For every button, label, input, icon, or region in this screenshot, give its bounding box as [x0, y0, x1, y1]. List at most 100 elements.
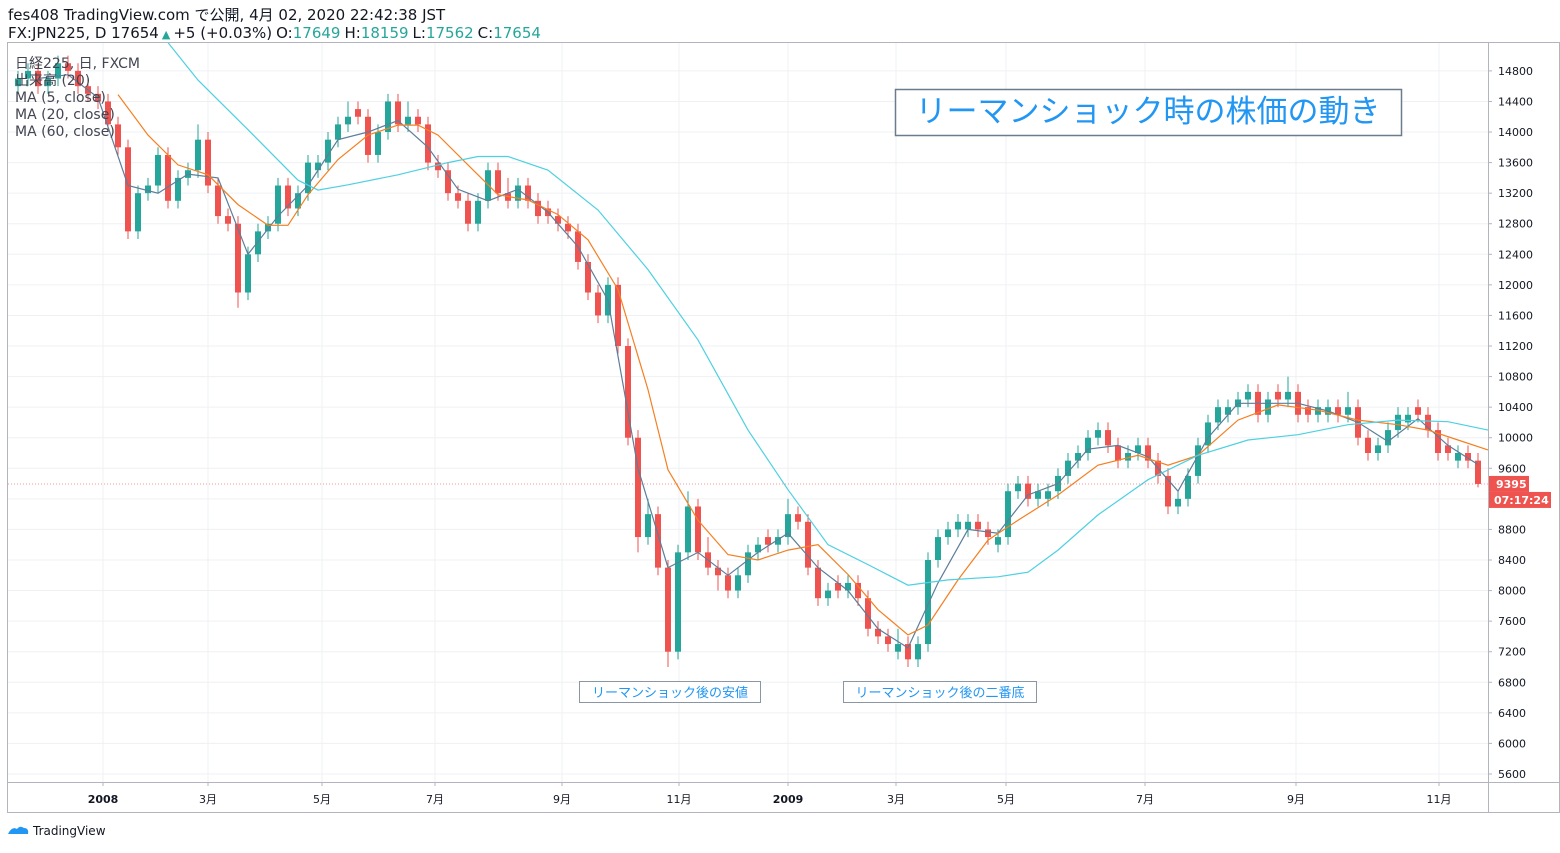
candle-body — [785, 514, 791, 538]
annotation: リーマンショック後の二番底 — [855, 685, 1024, 701]
publisher: fes408 TradingView.com で公開, 4月 02, 2020 … — [8, 6, 446, 24]
x-tick-label: 2008 — [88, 793, 119, 806]
countdown-tag — [1489, 491, 1551, 508]
legend-line: 日経225, 日, FXCM — [15, 56, 140, 72]
candle-body — [405, 116, 411, 125]
candle-body — [1405, 414, 1411, 423]
y-tick-label: 10800 — [1498, 371, 1533, 384]
candle-body — [975, 521, 981, 530]
y-tick-label: 6800 — [1498, 676, 1526, 689]
candle-body — [345, 116, 351, 125]
candle-body — [1285, 391, 1291, 400]
y-tick-label: 6000 — [1498, 737, 1526, 750]
candle-body — [1245, 391, 1251, 400]
x-tick-label: 2009 — [773, 793, 804, 806]
x-tick-label: 7月 — [1136, 793, 1154, 806]
candle-body — [675, 552, 681, 652]
candle-body — [165, 154, 171, 201]
candle-body — [1205, 422, 1211, 446]
candle-body — [145, 185, 151, 194]
candle-body — [765, 537, 771, 545]
x-tick-label: 5月 — [997, 793, 1015, 806]
candle-body — [465, 200, 471, 224]
candle-body — [235, 223, 241, 293]
candle-body — [265, 223, 271, 232]
y-tick-label: 10400 — [1498, 401, 1533, 414]
x-tick-label: 5月 — [313, 793, 331, 806]
candle-body — [295, 193, 301, 209]
candle-body — [175, 177, 181, 201]
candle-body — [515, 185, 521, 201]
o-label: O: — [276, 24, 293, 42]
candle-body — [55, 63, 61, 79]
candle-body — [1175, 498, 1181, 507]
c: 17654 — [493, 24, 541, 42]
candle-body — [385, 101, 391, 133]
logo — [8, 826, 29, 834]
candle-body — [1145, 445, 1151, 461]
candle-body — [205, 139, 211, 186]
candle-body — [65, 63, 71, 71]
ma-line — [117, 94, 1489, 636]
candle-body — [25, 70, 31, 79]
candle-body — [135, 193, 141, 232]
candle-body — [1415, 407, 1421, 415]
candle-body — [865, 598, 871, 629]
change: +5 (+0.03%) — [173, 24, 272, 42]
candle-body — [285, 185, 291, 209]
candle-body — [35, 70, 41, 87]
candle-body — [805, 521, 811, 568]
candle-body — [1015, 483, 1021, 492]
arrow: ▲ — [162, 28, 171, 41]
candle-body — [715, 567, 721, 576]
y-tick-label: 8800 — [1498, 523, 1526, 536]
y-tick-label: 10000 — [1498, 432, 1533, 445]
candle-body — [905, 644, 911, 660]
candle-body — [45, 78, 51, 87]
h-label: H: — [344, 24, 360, 42]
candle-body — [1185, 475, 1191, 499]
candle-body — [1135, 445, 1141, 454]
candle-body — [1475, 460, 1481, 484]
candle-body — [305, 162, 311, 194]
candle-body — [275, 185, 281, 224]
candle-body — [1215, 407, 1221, 423]
y-tick-label: 14400 — [1498, 95, 1533, 108]
candle-body — [985, 529, 991, 538]
last-price-tag — [1489, 475, 1529, 492]
series — [15, 42, 1489, 667]
x-tick-label: 11月 — [667, 793, 692, 806]
l-label: L: — [413, 24, 426, 42]
candle-body — [425, 124, 431, 163]
x-tick-label: 9月 — [1287, 793, 1305, 806]
candle-body — [1445, 445, 1451, 454]
candle-body — [15, 78, 21, 87]
candle-body — [555, 216, 561, 224]
candle-body — [565, 223, 571, 232]
candle-body — [615, 284, 621, 347]
candle-body — [935, 537, 941, 560]
candle-body — [1225, 407, 1231, 415]
candle-body — [375, 132, 381, 155]
legend-series: MA (20, close) — [15, 107, 115, 123]
y-tick-label: 13600 — [1498, 157, 1533, 170]
candle-body — [645, 514, 651, 538]
x-tick-label: 11月 — [1427, 793, 1452, 806]
candle-body — [735, 575, 741, 591]
candle-body — [825, 590, 831, 599]
candle-body — [495, 170, 501, 194]
candle-body — [725, 575, 731, 591]
candle-body — [1375, 445, 1381, 454]
candle-body — [315, 162, 321, 171]
candle-body — [585, 261, 591, 293]
y-tick-label: 9600 — [1498, 462, 1526, 475]
frame — [7, 42, 1560, 813]
candle-body — [1345, 407, 1351, 415]
annotation-box — [579, 681, 761, 703]
y-tick-label: 7600 — [1498, 615, 1526, 628]
candle-body — [885, 636, 891, 645]
footer-brand: TradingView — [32, 824, 106, 838]
candle-body — [435, 162, 441, 171]
candle-body — [815, 567, 821, 599]
candle-body — [195, 139, 201, 171]
